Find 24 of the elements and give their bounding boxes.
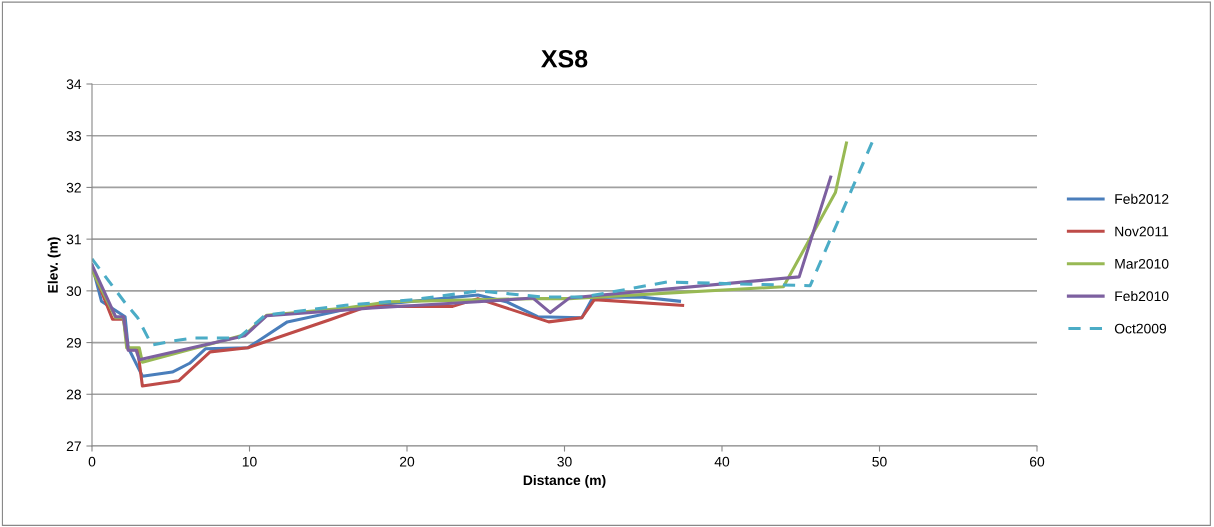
x-tick-label: 30 xyxy=(557,456,572,467)
y-tick-label: 32 xyxy=(66,182,81,193)
y-tick-label: 34 xyxy=(66,79,82,90)
x-tick-label: 60 xyxy=(1029,456,1045,467)
y-tick-label: 28 xyxy=(66,389,81,400)
legend-label: Nov2011 xyxy=(1115,226,1169,237)
y-tick-label: 29 xyxy=(66,337,81,348)
line-series xyxy=(92,175,833,362)
x-axis-title: Distance (m) xyxy=(523,474,606,488)
legend-label: Feb2012 xyxy=(1115,193,1169,204)
y-tick-label: 31 xyxy=(66,234,81,245)
legend-label: Mar2010 xyxy=(1115,258,1169,269)
y-tick-label: 30 xyxy=(66,286,82,297)
legend-label: Feb2010 xyxy=(1115,290,1169,302)
x-tick-label: 10 xyxy=(242,456,257,467)
x-tick-label: 20 xyxy=(399,456,415,467)
y-axis-title: Elev. (m) xyxy=(47,237,61,293)
x-tick-label: 40 xyxy=(714,456,730,467)
y-tick-label: 33 xyxy=(66,131,81,141)
chart-title: XS8 xyxy=(541,49,588,68)
x-tick-label: 50 xyxy=(872,456,887,467)
legend-label: Oct2009 xyxy=(1114,323,1167,334)
x-tick-label: 0 xyxy=(88,456,96,467)
y-tick-label: 27 xyxy=(66,441,81,452)
